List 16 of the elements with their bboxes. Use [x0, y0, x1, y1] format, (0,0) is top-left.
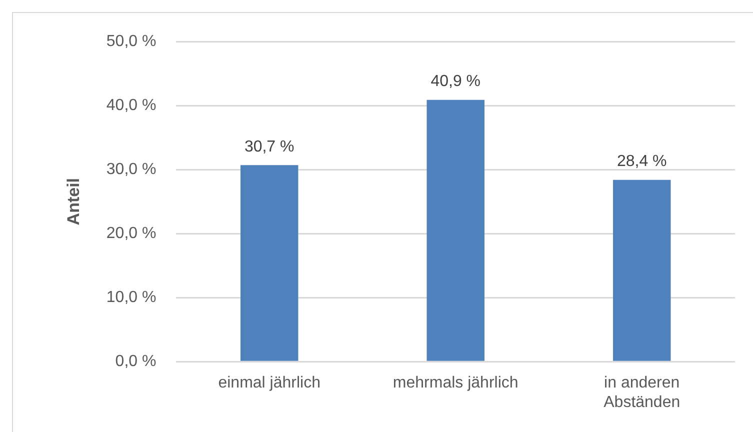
x-tick-label: einmal jährlich [218, 374, 320, 392]
y-tick-label: 50,0 % [106, 33, 156, 50]
y-tick-label: 40,0 % [106, 97, 156, 114]
y-axis-title: Anteil [64, 178, 83, 226]
x-tick-label: mehrmals jährlich [392, 374, 518, 392]
y-tick-label: 10,0 % [106, 289, 156, 306]
bar [426, 100, 484, 361]
bar [613, 180, 671, 361]
y-tick-label: 20,0 % [106, 225, 156, 242]
y-tick-label: 30,0 % [106, 161, 156, 178]
y-tick-label: 0,0 % [115, 353, 156, 370]
bar [240, 165, 298, 361]
data-label: 28,4 % [616, 153, 667, 170]
data-label: 30,7 % [244, 138, 294, 156]
x-tick-label: in anderen Abständen [604, 374, 680, 411]
data-label: 40,9 % [430, 73, 481, 90]
